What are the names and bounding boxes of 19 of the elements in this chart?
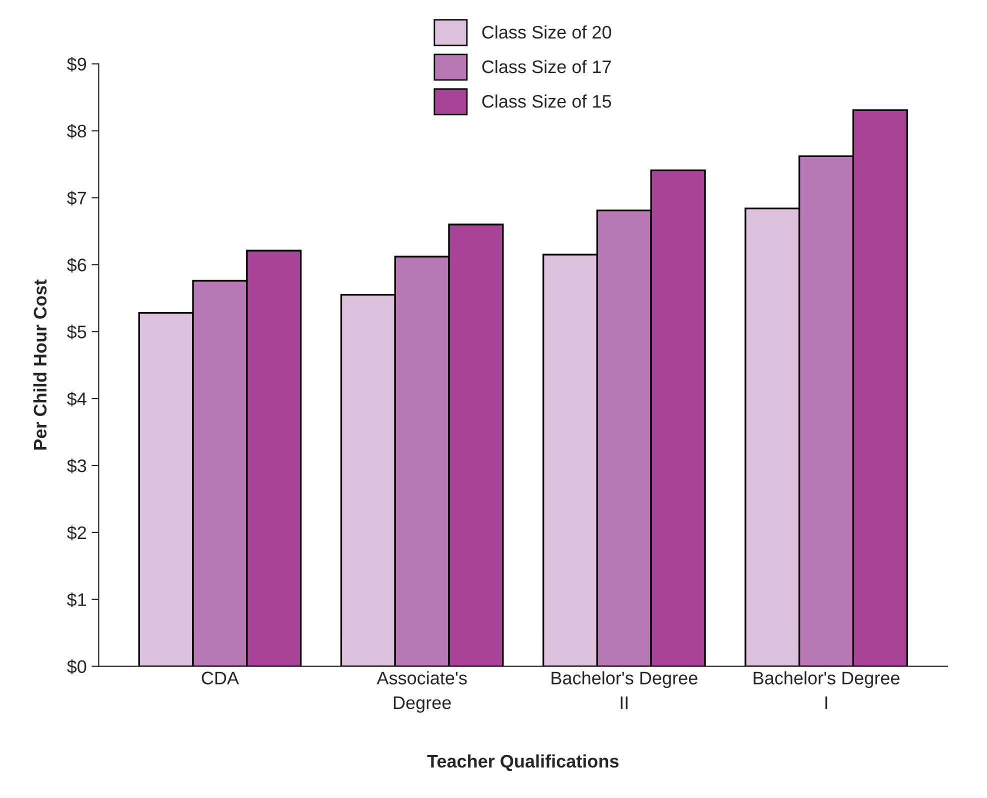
- x-axis-title: Teacher Qualifications: [427, 754, 619, 772]
- y-tick-label: $4: [67, 392, 86, 406]
- y-tick-label: $3: [67, 458, 86, 474]
- legend-label: Class Size of 17: [482, 60, 611, 74]
- y-tick-label: $6: [67, 258, 86, 272]
- legend-label: Class Size of 20: [482, 25, 612, 39]
- y-tick-label: $5: [67, 324, 86, 340]
- y-tick-label: $2: [67, 526, 86, 540]
- y-tick-label: $0: [67, 660, 86, 674]
- y-tick-label: $8: [67, 124, 86, 139]
- y-tick-label: $1: [67, 592, 86, 608]
- x-tick-label: CDA: [202, 672, 239, 684]
- y-axis-title: Per Child Hour Cost: [33, 280, 47, 450]
- x-tick-label: Associate's Degree: [376, 671, 467, 713]
- x-tick-label: Bachelor's Degree I: [754, 671, 900, 709]
- legend-label: Class Size of 15: [482, 94, 612, 108]
- x-tick-label: Bachelor's Degree II: [552, 671, 698, 709]
- y-tick-label: $7: [67, 190, 86, 206]
- y-tick-label: $9: [67, 57, 86, 72]
